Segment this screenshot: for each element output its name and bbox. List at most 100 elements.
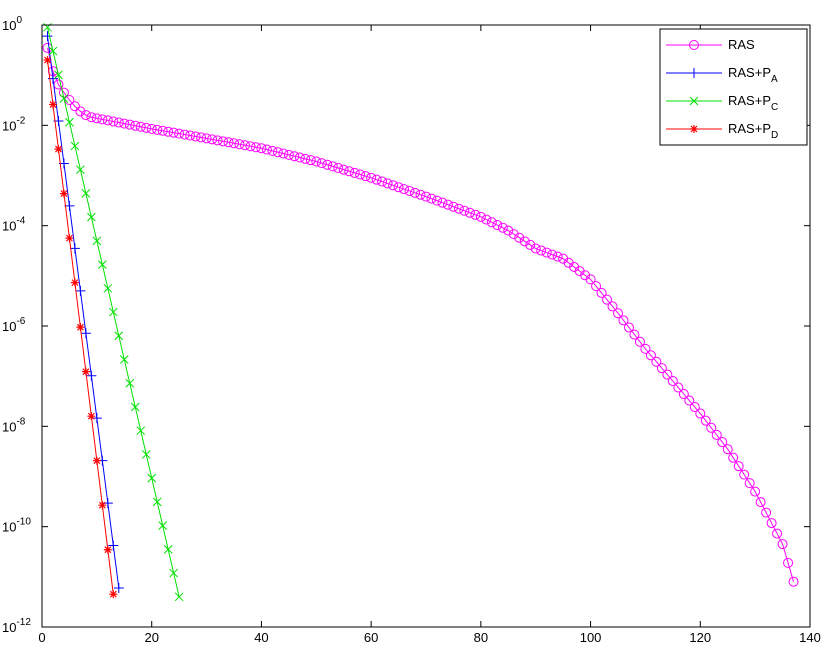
data-point [744,478,755,489]
data-point [54,145,63,154]
y-tick-label: 10-6 [2,316,26,334]
data-point [54,70,63,80]
data-point [591,281,602,292]
data-point [596,287,607,298]
data-point [755,497,766,508]
data-point [459,205,470,216]
data-point [86,370,97,381]
data-point [761,507,772,518]
data-point [640,343,651,354]
data-point [124,119,135,130]
data-point [777,539,788,550]
data-point [76,165,85,175]
data-point [421,191,431,202]
data-point [245,141,256,152]
data-point [179,129,190,140]
data-point [272,147,283,158]
data-point [152,497,162,507]
data-point [185,130,196,141]
data-point [338,164,349,175]
y-axis-ticks: 100 10-2 10-4 10-6 10-8 10-10 10-12 [2,15,810,635]
data-point [607,301,618,312]
data-point [212,135,223,146]
data-point [81,189,91,198]
data-point [739,469,750,480]
data-point [525,239,536,250]
data-point [508,229,519,240]
data-point [256,143,267,154]
legend-item: RAS+PC [666,93,778,113]
data-point [437,197,448,208]
data-point [717,437,728,448]
data-point [399,184,410,195]
data-point [514,232,525,243]
data-point [98,501,107,510]
data-point [503,225,514,236]
data-point [130,402,140,412]
data-point [388,180,399,191]
data-point [305,155,316,166]
data-point [695,408,706,419]
data-point [168,127,179,138]
data-point [108,540,119,551]
series-0 [42,42,799,587]
legend-label: RAS+PD [728,121,778,141]
data-point [42,31,53,42]
data-point [43,56,52,65]
data-point [497,222,508,233]
data-point [618,315,629,326]
data-point [48,100,57,109]
data-point [602,294,613,305]
data-point [788,576,799,587]
data-point [404,185,415,196]
data-point [410,187,421,198]
x-axis-ticks: 0 20 40 60 80 100 120 140 [38,25,821,645]
data-point [344,166,355,177]
data-point [613,308,623,319]
data-point [289,151,300,162]
data-point [366,172,377,183]
data-point [80,110,91,121]
legend-label: RAS+PC [728,93,778,113]
data-point [294,152,305,163]
data-point [76,323,85,332]
data-point [645,350,656,361]
legend-label: RAS+PA [728,65,778,85]
data-point [327,161,338,172]
x-tick-label: 100 [580,630,602,645]
data-point [333,163,344,174]
data-point [706,422,717,433]
data-point [97,114,108,125]
data-point [113,117,124,128]
data-point [492,220,503,231]
data-point [103,545,112,554]
data-point [103,283,113,293]
data-point [481,214,492,225]
data-point [229,138,239,149]
data-point [316,158,327,169]
data-point [667,376,678,387]
data-point [750,486,761,497]
y-tick-label: 10-8 [2,416,26,434]
data-point [125,378,135,388]
data-point [147,473,157,483]
plot-series [42,22,799,602]
x-tick-label: 80 [474,630,488,645]
data-point [196,132,207,143]
data-point [722,444,733,455]
data-point [69,243,80,254]
data-point [169,568,179,578]
series-3 [43,56,118,599]
data-point [48,46,58,56]
data-point [158,521,168,530]
data-point [75,106,86,117]
data-point [673,382,684,393]
series-2 [43,22,184,602]
legend: RAS RAS+PA RAS+PC RAS+PD [659,28,808,146]
data-point [371,174,382,185]
data-point [157,125,168,136]
data-point [190,131,201,142]
data-point [772,528,783,539]
data-point [163,126,174,137]
data-point [97,260,107,269]
